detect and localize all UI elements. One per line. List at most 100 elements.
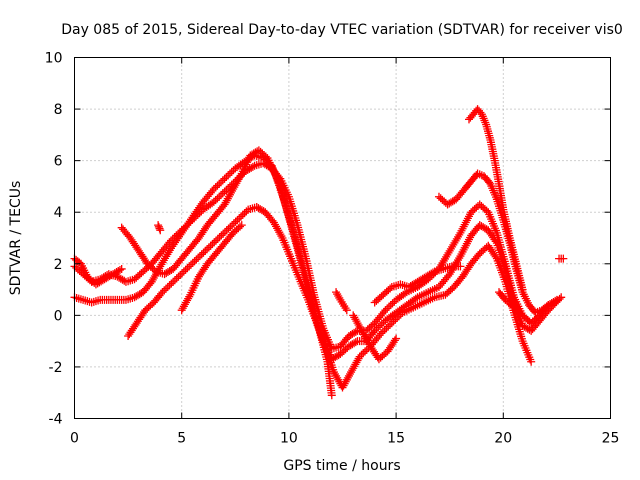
data-point: [204, 243, 213, 252]
data-point: [213, 194, 222, 203]
data-point: [248, 162, 257, 171]
data-point: [383, 304, 392, 313]
data-point: [210, 238, 219, 247]
data-point: [165, 238, 174, 247]
data-point: [240, 209, 249, 218]
data-point: [154, 221, 163, 230]
data-point: [195, 252, 204, 261]
data-point: [172, 274, 181, 283]
data-point: [392, 334, 401, 343]
data-point: [206, 241, 215, 250]
data-point: [185, 262, 194, 271]
data-point: [388, 299, 397, 308]
x-tick-label: 10: [280, 431, 298, 447]
data-point: [229, 219, 238, 228]
data-point: [178, 269, 187, 278]
x-tick-label: 20: [494, 431, 512, 447]
data-point: [443, 250, 452, 259]
data-point: [357, 350, 366, 359]
data-point: [184, 219, 193, 228]
data-point: [161, 284, 170, 293]
data-point: [209, 197, 218, 206]
data-point: [231, 217, 240, 226]
data-point: [491, 252, 500, 261]
data-point: [236, 222, 245, 231]
data-point: [527, 357, 536, 366]
data-point: [386, 320, 395, 329]
data-point: [374, 323, 383, 332]
data-point: [172, 231, 181, 240]
data-point: [438, 258, 447, 267]
data-point: [446, 244, 455, 253]
data-point: [193, 210, 202, 219]
data-point: [224, 171, 233, 180]
data-point: [237, 212, 246, 221]
grid-lines: [74, 57, 611, 419]
data-point: [237, 221, 246, 230]
data-point: [179, 224, 188, 233]
data-point: [188, 215, 197, 224]
data-point: [197, 250, 206, 259]
data-point: [203, 245, 212, 254]
data-point: [452, 258, 461, 267]
data-point: [446, 268, 455, 277]
data-point: [188, 258, 197, 267]
data-point: [115, 265, 124, 274]
data-point: [218, 189, 227, 198]
data-point: [449, 240, 458, 249]
chart-title: Day 085 of 2015, Sidereal Day-to-day VTE…: [61, 22, 623, 38]
data-point: [450, 238, 459, 247]
data-point: [351, 338, 360, 347]
data-point: [158, 258, 167, 267]
data-point: [159, 256, 168, 265]
data-point: [176, 270, 185, 279]
data-point: [235, 214, 244, 223]
data-point: [209, 185, 218, 194]
data-point: [342, 306, 351, 315]
data-point: [327, 391, 336, 400]
y-tick-label: 6: [54, 154, 63, 170]
data-point: [211, 183, 220, 192]
data-point: [428, 268, 437, 277]
data-point: [376, 321, 385, 330]
data-point: [551, 296, 560, 305]
data-point: [175, 227, 184, 236]
data-point: [222, 172, 231, 181]
data-point: [195, 209, 204, 218]
data-point: [359, 349, 368, 358]
y-tick-label: 8: [54, 102, 63, 118]
data-point: [361, 347, 370, 356]
data-point: [387, 319, 396, 328]
data-point: [162, 252, 171, 261]
data-point: [225, 169, 234, 178]
data-point: [370, 326, 379, 335]
data-point: [186, 260, 195, 269]
data-point: [212, 236, 221, 245]
x-axis-label: GPS time / hours: [283, 458, 400, 474]
data-point: [378, 327, 387, 336]
data-point: [183, 221, 192, 230]
data-point: [224, 224, 233, 233]
data-point: [215, 233, 224, 242]
x-tick-label: 25: [602, 431, 620, 447]
data-point: [222, 226, 231, 235]
data-point: [219, 229, 228, 238]
data-point: [238, 210, 247, 219]
data-point: [166, 236, 175, 245]
y-tick-label: 2: [54, 257, 63, 273]
data-point: [382, 324, 391, 333]
data-point: [170, 233, 179, 242]
data-point: [233, 215, 242, 224]
data-point: [217, 231, 226, 240]
data-point: [179, 267, 188, 276]
data-point: [393, 313, 402, 322]
data-point: [174, 272, 183, 281]
data-point: [154, 222, 163, 231]
data-point: [208, 186, 217, 195]
y-tick-label: 0: [54, 308, 63, 324]
data-point: [386, 301, 395, 310]
data-point: [384, 302, 393, 311]
data-point: [445, 246, 454, 255]
data-point: [452, 234, 461, 243]
data-point: [181, 265, 190, 274]
